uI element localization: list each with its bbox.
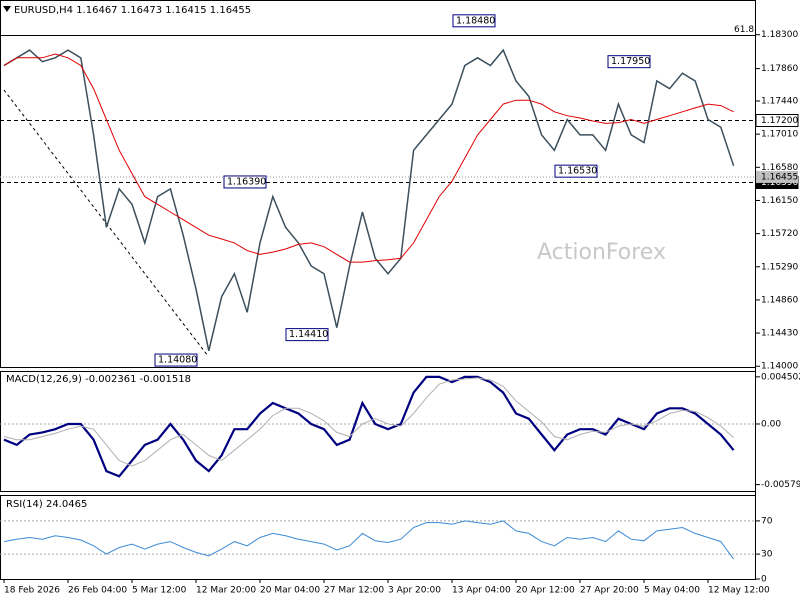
trendline <box>3 89 209 357</box>
series-line <box>3 377 734 467</box>
y-tick-label: 1.14430 <box>761 329 798 339</box>
x-tick-label: 27 Mar 12:00 <box>324 586 384 596</box>
y-tick-label: 1.16150 <box>761 196 798 206</box>
annotation-label: 1.17950 <box>611 56 650 67</box>
series-line <box>3 53 734 263</box>
annotation-box <box>452 14 496 28</box>
series-line <box>3 520 735 560</box>
y-tick-label: 1.14860 <box>761 295 798 305</box>
y-tick-label: 1.17010 <box>761 130 798 140</box>
chart-title: EURUSD,H4 1.16467 1.16473 1.16415 1.1645… <box>14 5 251 16</box>
y-tick-label: 0.004502 <box>761 372 800 382</box>
annotation-label: 1.14080 <box>158 355 197 366</box>
x-tick-label: 5 Mar 12:00 <box>132 586 187 596</box>
annotation-box <box>223 175 267 189</box>
y-tick-label: 70 <box>761 516 773 526</box>
annotation-box <box>607 55 651 69</box>
y-tick-label: 0 <box>761 575 767 585</box>
annotation-box <box>285 328 329 342</box>
last-price-label: 1.16455 <box>761 172 798 182</box>
level-label: 1.16390 <box>761 178 798 188</box>
annotation-label: 1.18480 <box>456 15 495 26</box>
annotation-box <box>554 164 598 178</box>
x-tick-label: 26 Feb 04:00 <box>68 586 127 596</box>
series-line <box>3 48 735 351</box>
x-tick-label: 12 May 12:00 <box>708 586 770 596</box>
y-tick-label: 1.17860 <box>761 64 798 74</box>
x-tick-label: 20 Mar 04:00 <box>260 586 320 596</box>
annotation-label: 1.16530 <box>558 166 597 177</box>
x-tick-label: 20 Apr 12:00 <box>516 586 575 596</box>
x-tick-label: 27 Apr 20:00 <box>580 586 639 596</box>
annotation-box <box>154 353 198 367</box>
x-tick-label: 3 Apr 20:00 <box>388 586 441 596</box>
watermark: ActionForex <box>537 240 666 265</box>
y-tick-label: 0.00 <box>761 419 781 429</box>
y-tick-label: 1.18300 <box>761 30 798 40</box>
menu-icon[interactable] <box>3 6 11 12</box>
x-tick-label: 5 May 04:00 <box>644 586 700 596</box>
annotation-label: 1.16390 <box>227 176 266 187</box>
y-tick-label: 1.17440 <box>761 97 798 107</box>
rsi-panel <box>0 495 756 580</box>
annotation-label: 1.14410 <box>289 329 328 340</box>
y-tick-label: 1.15720 <box>761 229 798 239</box>
level-box <box>755 114 799 127</box>
series-line <box>3 375 735 478</box>
macd-title: MACD(12,26,9) -0.002361 -0.001518 <box>6 374 191 385</box>
y-tick-label: 1.16580 <box>761 163 798 173</box>
y-tick-label: 30 <box>761 550 773 560</box>
x-tick-label: 13 Apr 04:00 <box>452 586 511 596</box>
y-tick-label: -0.005791 <box>761 480 800 490</box>
last-price-box <box>756 170 798 183</box>
level-label: 61.8 <box>734 25 754 35</box>
rsi-title: RSI(14) 24.0465 <box>6 499 87 510</box>
x-tick-label: 18 Feb 2026 <box>4 586 60 596</box>
y-tick-label: 1.15290 <box>761 262 798 272</box>
x-tick-label: 12 Mar 20:00 <box>196 586 256 596</box>
y-tick-label: 1.14000 <box>761 362 798 372</box>
level-label: 1.17200 <box>761 116 798 126</box>
